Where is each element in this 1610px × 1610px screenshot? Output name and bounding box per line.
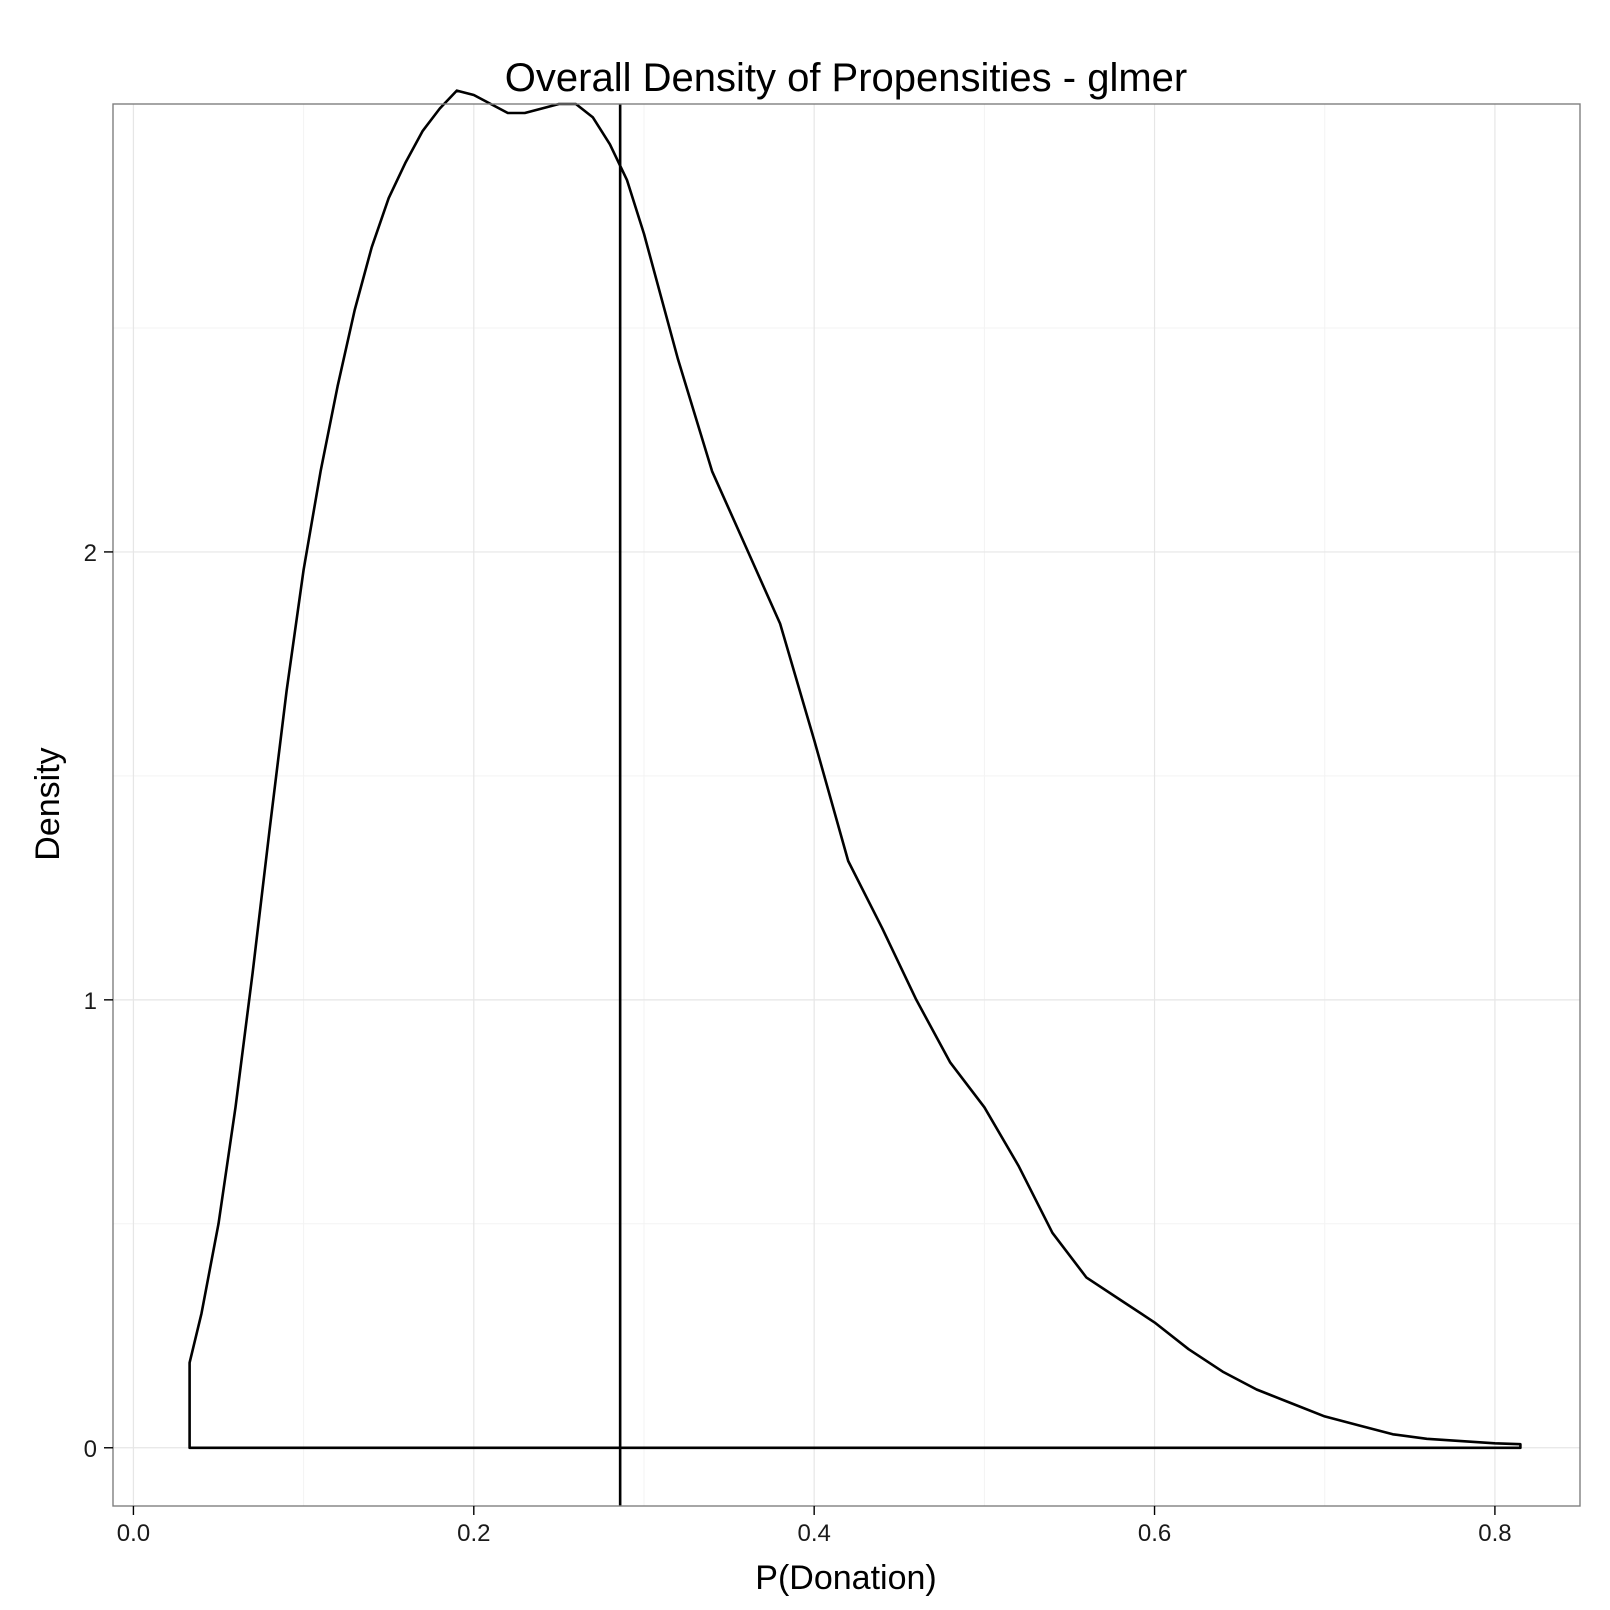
plot-border xyxy=(112,103,1581,1507)
x-tick-label: 0.4 xyxy=(797,1520,830,1547)
y-tick-label: 1 xyxy=(84,988,97,1015)
x-tick-label: 0.8 xyxy=(1478,1520,1511,1547)
density-curve xyxy=(188,89,1522,1450)
y-axis: 0 1 2 xyxy=(84,540,113,1463)
y-tick-label: 2 xyxy=(84,540,97,567)
plot-panel xyxy=(113,104,1580,1506)
x-tick-label: 0.6 xyxy=(1138,1520,1171,1547)
y-tick-label: 0 xyxy=(84,1436,97,1463)
x-axis: 0.0 0.2 0.4 0.6 0.8 xyxy=(117,1506,1512,1547)
y-axis-title: Density xyxy=(29,747,67,860)
x-tick-label: 0.0 xyxy=(117,1520,150,1547)
density-curve-layer xyxy=(188,89,1522,1450)
x-axis-title: P(Donation) xyxy=(755,1559,936,1597)
chart-title: Overall Density of Propensities - glmer xyxy=(505,56,1187,100)
x-tick-label: 0.2 xyxy=(457,1520,490,1547)
grid-lines xyxy=(113,104,1580,1506)
